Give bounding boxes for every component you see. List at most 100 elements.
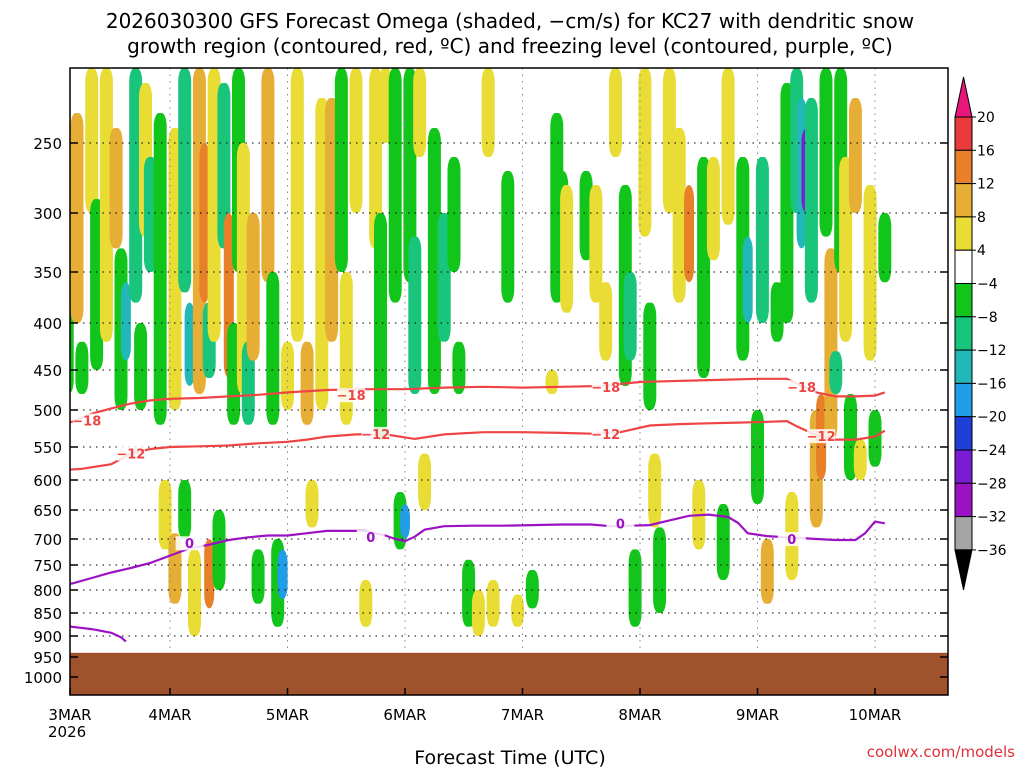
contour-label--18-1: −18 — [337, 389, 366, 404]
colorbar-label-9: −20 — [977, 410, 1007, 426]
omega-patch-63 — [452, 341, 466, 394]
ytick-label-500: 500 — [33, 402, 62, 420]
contour-label--12-2: −12 — [591, 428, 620, 443]
contour-label--18-3: −18 — [787, 381, 816, 396]
ytick-label-700: 700 — [33, 531, 62, 549]
omega-patch-53 — [388, 68, 402, 303]
omega-patch-36 — [261, 68, 275, 283]
colorbar-legend: 20 16 12 8 4 −4 −8 −12 −16 −20 −24 −28 −32 −36 — [954, 76, 1007, 591]
omega-patch-48 — [349, 68, 363, 213]
contour-label-bg--18-2 — [591, 380, 620, 395]
colorbar-label-10: −24 — [977, 443, 1007, 459]
colorbar-label-0: 20 — [977, 110, 995, 126]
omega-patch-25 — [204, 539, 215, 609]
omega-patch-59 — [418, 453, 432, 510]
omega-patch-57 — [408, 236, 422, 394]
colorbar-bin-4 — [954, 216, 973, 251]
colorbar-bin-6 — [954, 283, 973, 318]
contour-label-bg-0-0 — [175, 536, 204, 551]
colorbar-bin-8 — [954, 349, 973, 384]
omega-patch-35 — [251, 549, 265, 604]
contour-label--18-2: −18 — [591, 381, 620, 396]
colorbar-label-5: −4 — [977, 277, 998, 293]
omega-patch-55 — [400, 504, 410, 539]
colorbar-label-8: −16 — [977, 376, 1007, 392]
omega-patch-80 — [623, 272, 637, 361]
omega-patch-5 — [90, 199, 104, 370]
omega-patch-16 — [168, 128, 182, 410]
colorbar-bin-12 — [954, 482, 973, 518]
omega-patch-17 — [168, 533, 182, 604]
ytick-label-600: 600 — [33, 472, 62, 490]
omega-patch-90 — [697, 157, 711, 378]
colorbar-top-arrow — [954, 76, 973, 118]
omega-patch-66 — [481, 68, 495, 157]
omega-patch-18 — [178, 68, 192, 293]
colorbar-bin-1 — [954, 116, 973, 151]
ytick-label-450: 450 — [33, 362, 62, 380]
omega-patch-84 — [648, 453, 662, 528]
ytick-label-300: 300 — [33, 205, 62, 223]
contour-label-bg-0-3 — [777, 532, 806, 547]
colorbar-label-12: −32 — [977, 510, 1007, 526]
omega-patch-114 — [848, 98, 862, 213]
omega-patch-4 — [85, 68, 99, 213]
omega-patch-69 — [511, 594, 525, 627]
omega-patch-26 — [207, 68, 221, 342]
omega-shading — [70, 68, 892, 636]
xtick-label-0: 3MAR — [48, 706, 91, 724]
ytick-label-850: 850 — [33, 605, 62, 623]
ytick-label-650: 650 — [33, 502, 62, 520]
xtick-label-120: 8MAR — [618, 706, 661, 724]
colorbar-bin-7 — [954, 316, 973, 351]
chart-title-line1: 2026030300 GFS Forecast Omega (shaded, −… — [106, 9, 914, 33]
colorbar-label-3: 8 — [977, 210, 986, 226]
omega-patch-109 — [824, 248, 838, 440]
omega-patch-41 — [290, 68, 304, 342]
omega-patch-2 — [70, 113, 84, 323]
omega-patch-105 — [804, 98, 818, 303]
omega-patch-68 — [501, 171, 515, 303]
omega-patch-67 — [486, 580, 500, 627]
credit-text: coolwx.com/models — [867, 743, 1015, 761]
xtick-label-24: 4MAR — [148, 706, 191, 724]
omega-patch-91 — [706, 157, 720, 261]
omega-patch-108 — [819, 68, 833, 237]
omega-patch-45 — [325, 98, 339, 342]
contour-label-bg--12-2 — [591, 426, 620, 441]
xtick-label-96: 7MAR — [501, 706, 544, 724]
omega-patch-3 — [75, 341, 89, 394]
omega-patch-70 — [525, 570, 539, 609]
x-axis-title: Forecast Time (UTC) — [414, 747, 605, 768]
omega-patch-47 — [339, 272, 353, 425]
omega-patch-71 — [545, 370, 559, 394]
contour-label-bg--18-3 — [787, 380, 816, 395]
colorbar-bottom-arrow — [954, 549, 973, 591]
colorbar-label-13: −36 — [977, 543, 1007, 559]
omega-patch-117 — [868, 410, 882, 467]
xtick-label-72: 6MAR — [383, 706, 426, 724]
omega-patch-61 — [437, 213, 451, 342]
omega-patch-52 — [378, 68, 392, 143]
omega-patch-58 — [413, 68, 427, 157]
contour-0-low — [70, 625, 127, 643]
ytick-label-350: 350 — [33, 264, 62, 282]
omega-patch-7 — [109, 128, 123, 249]
colorbar-label-2: 12 — [977, 177, 995, 193]
omega-patch-44 — [315, 98, 329, 410]
omega-patch-82 — [638, 68, 652, 237]
omega-patch-30 — [227, 323, 241, 425]
omega-patch-64 — [462, 559, 476, 627]
omega-patch-98 — [760, 539, 774, 604]
omega-patch-110 — [829, 351, 843, 394]
contour-label--12-0: −12 — [116, 448, 145, 463]
omega-patch-56 — [403, 68, 417, 283]
omega-patch-60 — [427, 128, 441, 394]
omega-patch-85 — [653, 527, 667, 613]
plot-frame — [69, 67, 949, 696]
contour-label-bg-0-1 — [356, 530, 385, 544]
colorbar-bin-10 — [954, 416, 973, 451]
omega-patch-19 — [178, 480, 192, 539]
contour-label-bg-0-2 — [606, 516, 635, 531]
omega-patch-27 — [212, 510, 226, 590]
